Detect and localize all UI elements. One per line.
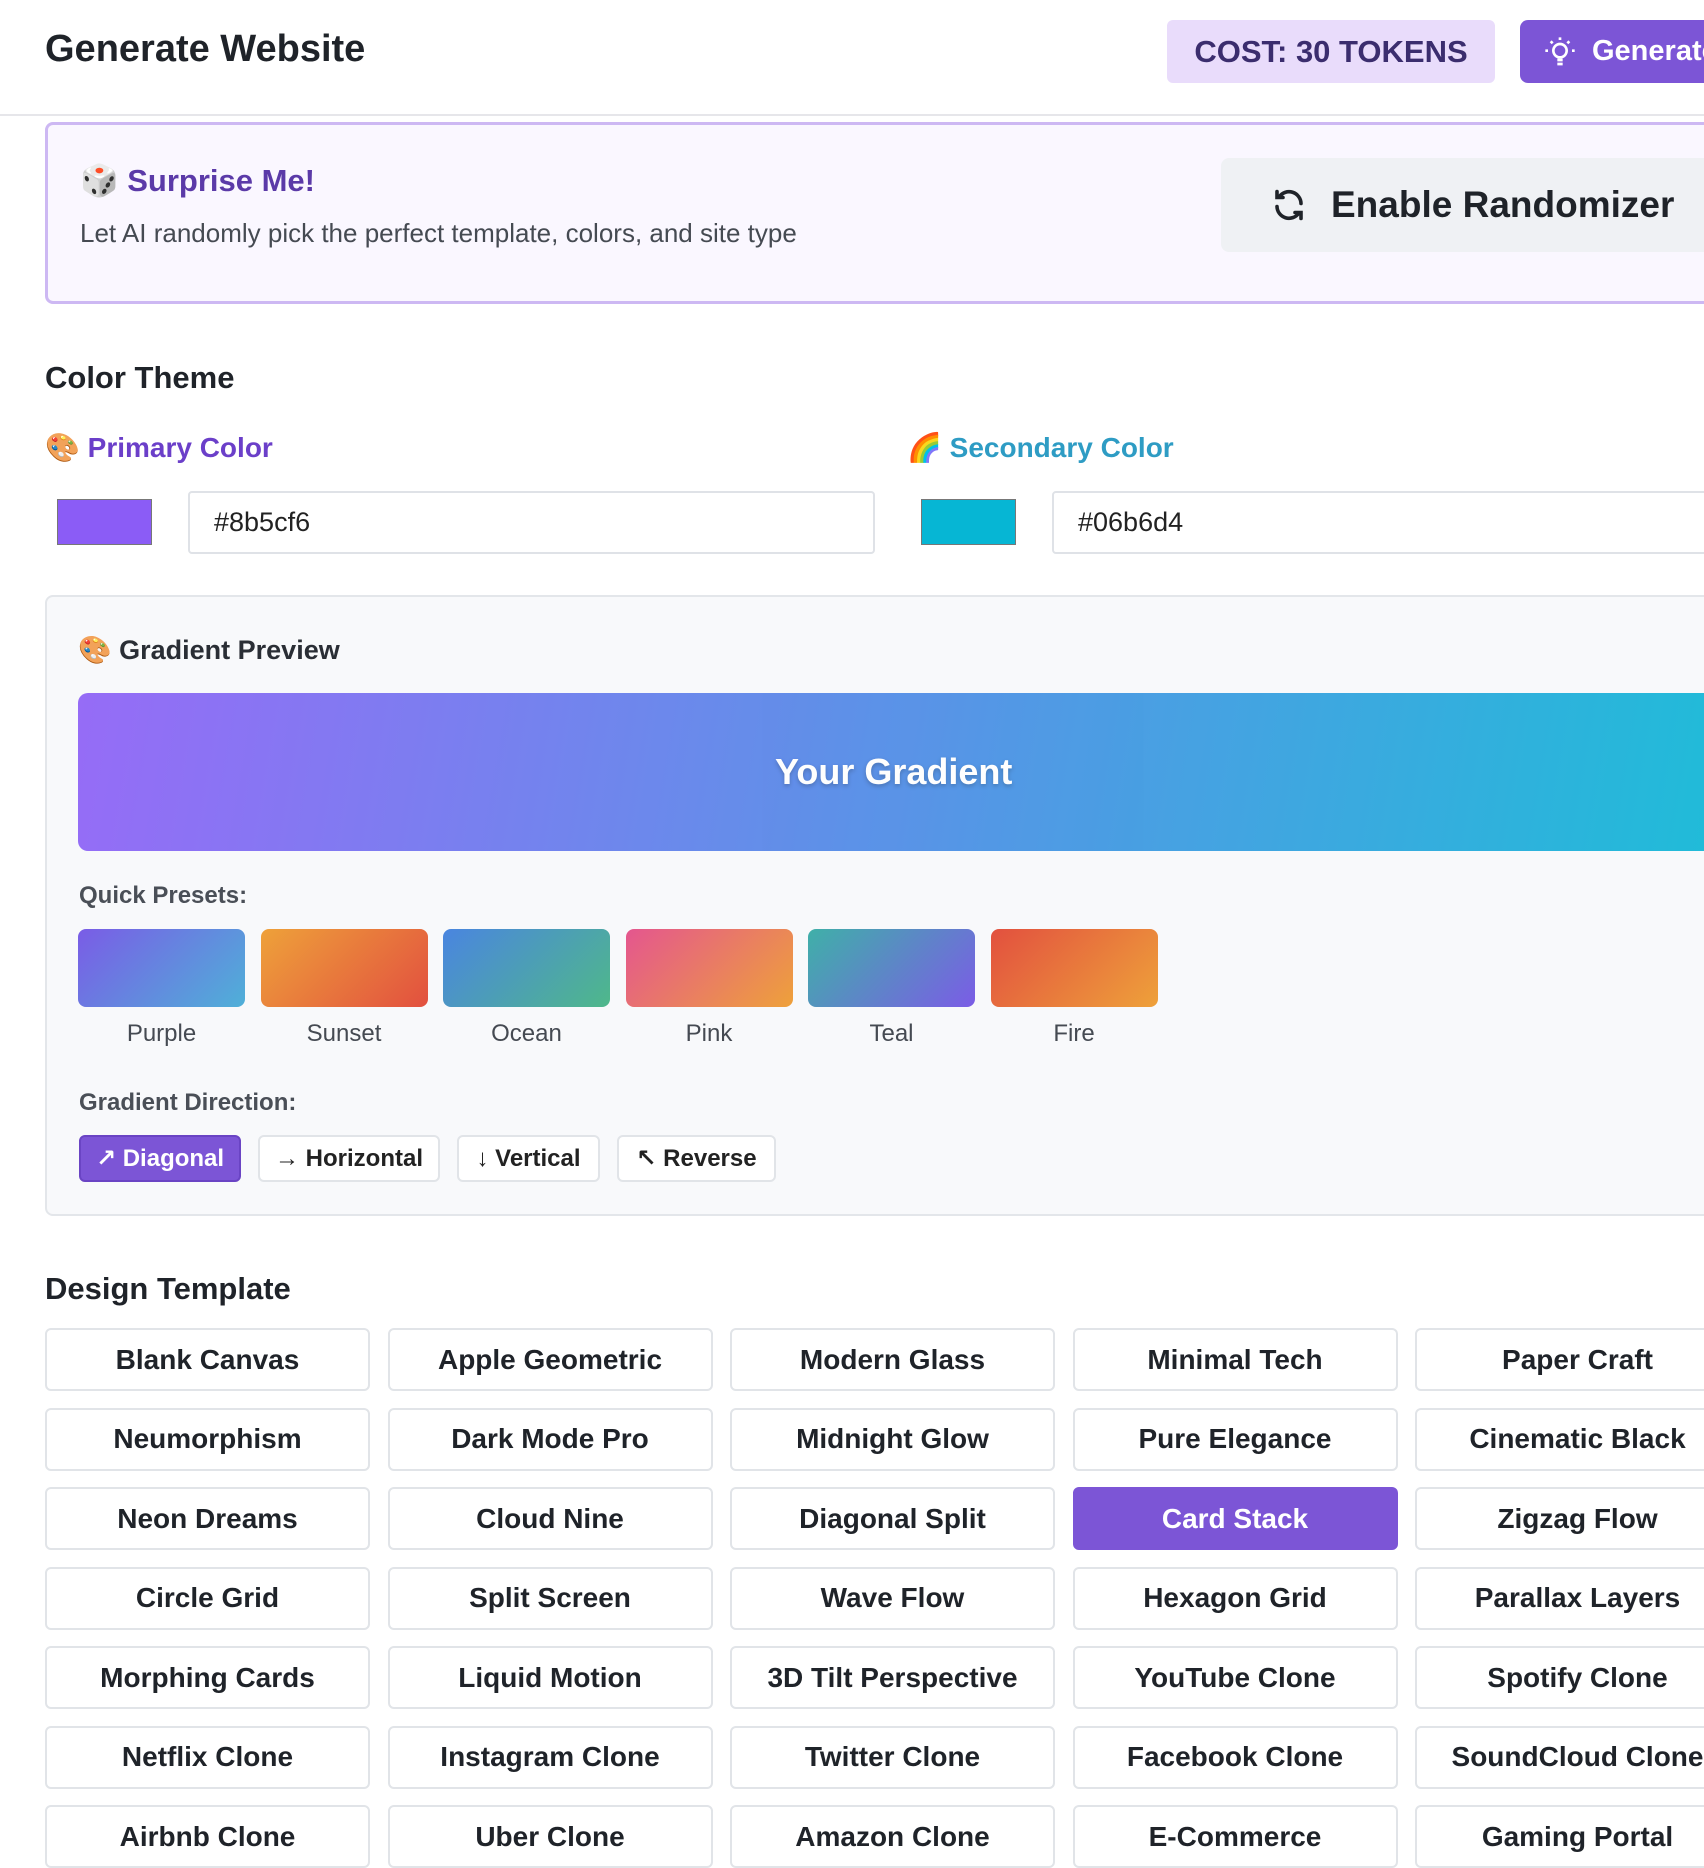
preset-swatch[interactable] <box>990 929 1158 1007</box>
template-button[interactable]: Cinematic Black <box>1415 1407 1704 1471</box>
template-button[interactable]: Midnight Glow <box>730 1407 1055 1471</box>
template-button[interactable]: Minimal Tech <box>1072 1328 1398 1391</box>
template-button[interactable]: Instagram Clone <box>387 1725 713 1789</box>
template-button[interactable]: Spotify Clone <box>1415 1646 1704 1709</box>
template-button[interactable]: Pure Elegance <box>1072 1407 1398 1471</box>
gradient-preview: Your Gradient <box>78 693 1704 851</box>
primary-label: 🎨 Primary Color <box>45 432 273 463</box>
preset-swatch[interactable] <box>808 929 975 1007</box>
template-button[interactable]: E-Commerce <box>1072 1805 1398 1868</box>
template-button[interactable]: Apple Geometric <box>387 1328 713 1391</box>
section-heading: Design Template <box>45 1271 291 1306</box>
secondary-label: 🌈 Secondary Color <box>907 432 1174 463</box>
surprise-title: 🎲 Surprise Me! <box>80 163 315 198</box>
surprise-description: Let AI randomly pick the perfect templat… <box>80 218 797 248</box>
template-button[interactable]: Parallax Layers <box>1415 1566 1704 1630</box>
template-button[interactable]: Liquid Motion <box>387 1646 713 1709</box>
randomizer-button[interactable]: Enable Randomizer <box>1221 158 1704 252</box>
template-button[interactable]: YouTube Clone <box>1072 1646 1398 1709</box>
preset-swatch[interactable] <box>78 929 245 1007</box>
template-button[interactable]: 3D Tilt Perspective <box>730 1646 1055 1709</box>
section-heading: Color Theme <box>45 360 235 395</box>
preset-swatch[interactable] <box>260 929 428 1007</box>
template-button[interactable]: Twitter Clone <box>730 1725 1055 1789</box>
template-button[interactable]: Hexagon Grid <box>1072 1566 1398 1630</box>
preset-label: Purple <box>126 1020 197 1047</box>
template-button[interactable]: Neumorphism <box>45 1407 370 1471</box>
generate-label: Generate <box>1592 35 1704 67</box>
template-button[interactable]: Amazon Clone <box>730 1805 1055 1868</box>
direction-button[interactable]: ↗ Diagonal <box>79 1135 241 1182</box>
refresh-icon <box>1275 189 1303 221</box>
page-title: Generate Website <box>45 28 366 70</box>
presets-label: Quick Presets: <box>79 882 248 909</box>
template-button[interactable]: Diagonal Split <box>730 1487 1055 1550</box>
template-button[interactable]: Uber Clone <box>387 1805 713 1868</box>
generate-button[interactable]: Generate <box>1520 20 1704 83</box>
bulb-icon <box>1545 36 1575 65</box>
gradient-title: 🎨 Gradient Preview <box>78 635 340 665</box>
preset-label: Teal <box>869 1020 914 1047</box>
template-button[interactable]: Zigzag Flow <box>1415 1487 1704 1550</box>
direction-button[interactable]: ↓ Vertical <box>457 1135 600 1182</box>
template-button[interactable]: Airbnb Clone <box>45 1805 370 1868</box>
template-button[interactable]: Circle Grid <box>45 1566 370 1630</box>
preset-label: Ocean <box>491 1020 562 1047</box>
secondary-input[interactable]: #06b6d4 <box>1052 491 1704 554</box>
template-button[interactable]: SoundCloud Clone <box>1415 1725 1704 1789</box>
template-button[interactable]: Netflix Clone <box>45 1725 370 1789</box>
template-button[interactable]: Wave Flow <box>730 1566 1055 1630</box>
preset-label: Fire <box>1053 1020 1095 1047</box>
direction-button[interactable]: → Horizontal <box>258 1135 440 1182</box>
template-button[interactable]: Facebook Clone <box>1072 1725 1398 1789</box>
preset-label: Sunset <box>306 1020 382 1047</box>
gradient-panel <box>45 595 1704 1216</box>
direction-button[interactable]: ↖ Reverse <box>617 1135 776 1182</box>
template-button[interactable]: Dark Mode Pro <box>387 1407 713 1471</box>
template-button[interactable]: Card Stack <box>1072 1487 1398 1550</box>
cost-badge: COST: 30 TOKENS <box>1167 20 1495 83</box>
template-button[interactable]: Morphing Cards <box>45 1646 370 1709</box>
preset-swatch[interactable] <box>443 929 610 1007</box>
direction-label: Gradient Direction: <box>79 1089 297 1116</box>
template-button[interactable]: Gaming Portal <box>1415 1805 1704 1868</box>
primary-input[interactable]: #8b5cf6 <box>188 491 875 554</box>
template-button[interactable]: Modern Glass <box>730 1328 1055 1391</box>
preset-swatch[interactable] <box>625 929 793 1007</box>
template-button[interactable]: Blank Canvas <box>45 1328 370 1391</box>
preview-text: Your Gradient <box>775 751 1013 792</box>
preset-label: Pink <box>685 1020 733 1047</box>
template-button[interactable]: Neon Dreams <box>45 1487 370 1550</box>
primary-swatch[interactable] <box>57 499 152 545</box>
randomizer-label: Enable Randomizer <box>1331 184 1675 225</box>
template-button[interactable]: Cloud Nine <box>387 1487 713 1550</box>
template-button[interactable]: Split Screen <box>387 1566 713 1630</box>
secondary-swatch[interactable] <box>921 499 1016 545</box>
template-button[interactable]: Paper Craft <box>1415 1328 1704 1391</box>
